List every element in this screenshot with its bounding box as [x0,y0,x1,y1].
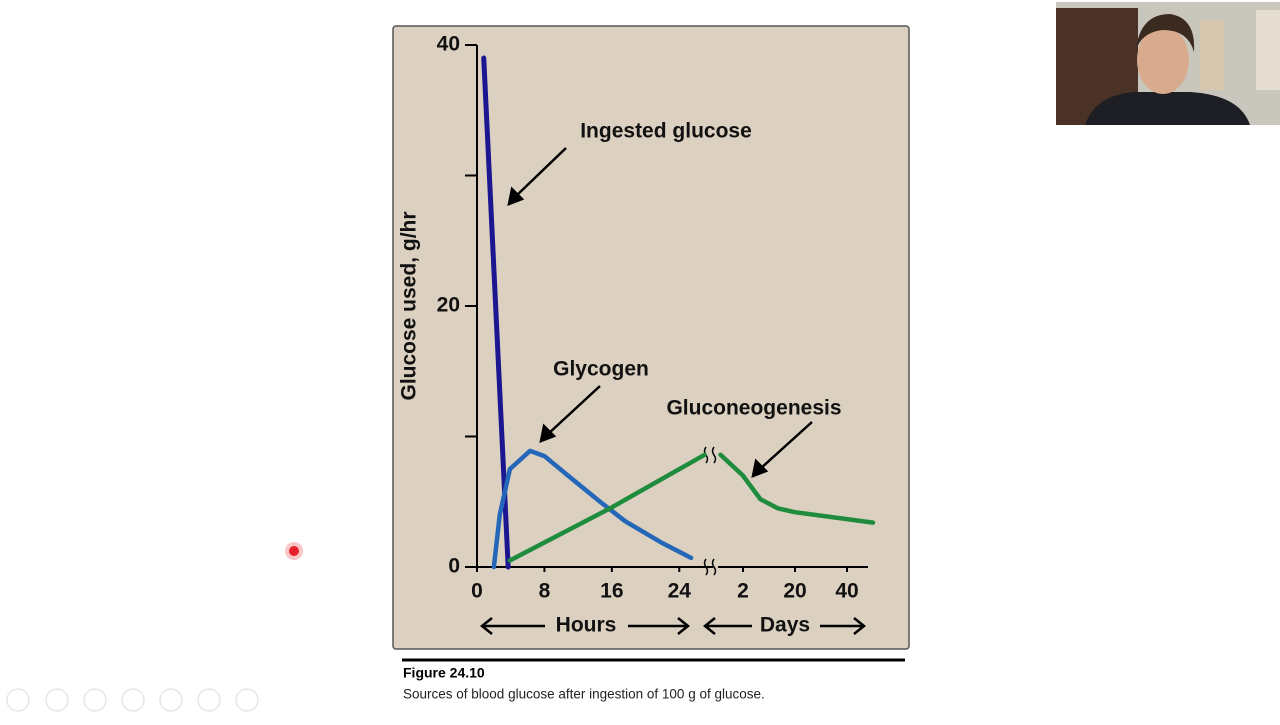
annotation: Glycogen [553,358,649,381]
axis-break [703,558,717,576]
caption-figure: Figure 24.10 [403,665,485,681]
annotation: Ingested glucose [580,120,752,143]
x-tick-label: 16 [600,580,623,603]
x2-axis-label: Days [760,614,810,637]
webcam [1056,2,1280,125]
person-face [1137,26,1189,94]
x2-tick-label: 20 [783,580,806,603]
x2-tick-label: 40 [835,580,858,603]
x-axis-label: Hours [556,614,617,637]
data-line [718,452,876,525]
pen-button[interactable] [83,688,107,712]
next-button[interactable] [45,688,69,712]
axis-arrows [479,617,867,635]
x-tick-label: 8 [539,580,551,603]
x-tick-label: 0 [471,580,483,603]
arrow [547,385,601,435]
y-tick-label: 0 [448,555,460,578]
annotation: Gluconeogenesis [666,397,841,420]
days-arrow [702,617,867,635]
x2-tick-label: 2 [737,580,749,603]
annotation-arrows [507,147,813,478]
data-line [491,448,694,570]
arrow [514,147,567,198]
subtitle-button[interactable] [197,688,221,712]
y-tick-label: 40 [437,33,460,56]
arrow-head [751,458,769,478]
arrow [759,421,813,470]
arrow-head [507,186,525,206]
hours-arrow [479,617,691,635]
slides-button[interactable] [121,688,145,712]
y-axis-label: Glucose used, g/hr [398,211,421,400]
x-tick-label: 24 [668,580,692,603]
zoom-button[interactable] [159,688,183,712]
slide-toolbar[interactable] [6,688,259,712]
wall-art [1256,10,1280,90]
caption-text: Sources of blood glucose after ingestion… [403,687,765,702]
plot: 0 20 40 0 8 16 24 2 20 40 [437,33,876,603]
data-line [481,55,511,570]
more-button[interactable] [235,688,259,712]
prev-button[interactable] [6,688,30,712]
person-hair [1136,14,1195,52]
data-line [507,452,707,563]
y-tick-label: 20 [437,294,460,317]
person-body [1085,92,1250,125]
arrow-head [539,423,557,443]
chart-panel [392,25,910,650]
laser-pointer [289,546,299,556]
wall-art [1200,20,1224,90]
